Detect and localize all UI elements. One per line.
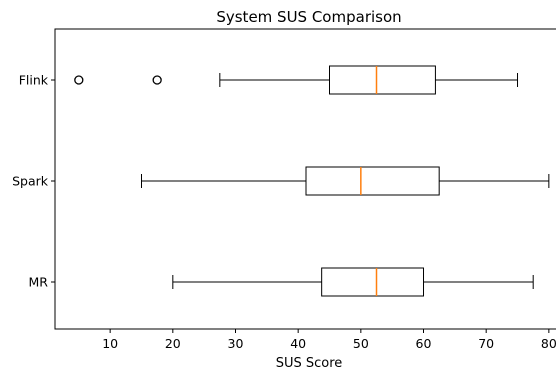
outlier-flink-1: [152, 75, 162, 85]
y-axis: MR Spark Flink: [12, 73, 55, 290]
x-tick-label-40: 40: [290, 336, 306, 351]
chart-title: System SUS Comparison: [216, 8, 401, 26]
x-tick-label-10: 10: [102, 336, 118, 351]
plot-frame: [54, 28, 556, 330]
x-axis: 10 20 30 40 50 60 70 80: [102, 329, 556, 351]
box-group-flink: [74, 65, 519, 95]
x-tick-label-50: 50: [353, 336, 369, 351]
plot-area: [74, 65, 550, 297]
y-tick-label-spark: Spark: [12, 174, 49, 189]
box-flink: [329, 65, 436, 95]
box-spark: [305, 166, 440, 196]
x-tick-label-30: 30: [228, 336, 244, 351]
y-tick-label-mr: MR: [29, 275, 49, 290]
y-tick-label-flink: Flink: [19, 73, 49, 88]
x-tick-label-20: 20: [165, 336, 181, 351]
box-mr: [321, 267, 425, 297]
x-tick-label-70: 70: [478, 336, 494, 351]
x-tick-label-60: 60: [416, 336, 432, 351]
box-group-mr: [172, 267, 534, 297]
outlier-flink-0: [74, 75, 84, 85]
box-group-spark: [140, 166, 550, 196]
x-tick-label-80: 80: [541, 336, 556, 351]
x-axis-label: SUS Score: [276, 356, 343, 371]
